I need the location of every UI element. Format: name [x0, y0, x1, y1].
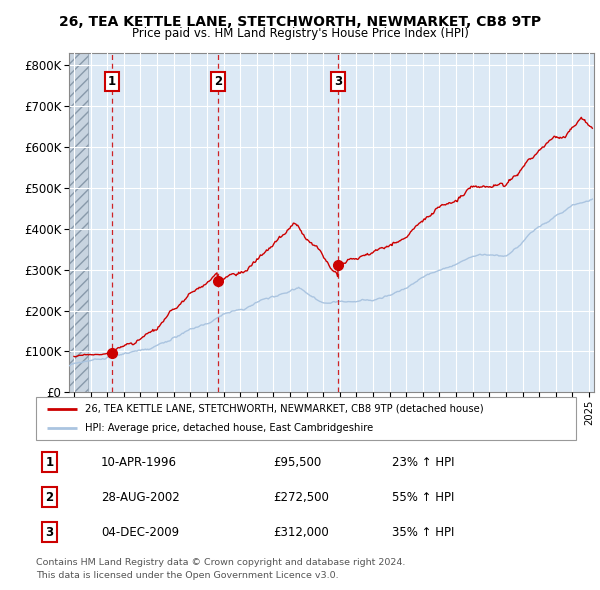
Text: £95,500: £95,500	[274, 455, 322, 468]
Text: £312,000: £312,000	[274, 526, 329, 539]
Text: 26, TEA KETTLE LANE, STETCHWORTH, NEWMARKET, CB8 9TP (detached house): 26, TEA KETTLE LANE, STETCHWORTH, NEWMAR…	[85, 404, 483, 414]
Text: HPI: Average price, detached house, East Cambridgeshire: HPI: Average price, detached house, East…	[85, 423, 373, 433]
Text: 3: 3	[334, 75, 343, 88]
Text: 35% ↑ HPI: 35% ↑ HPI	[392, 526, 455, 539]
Text: 28-AUG-2002: 28-AUG-2002	[101, 490, 179, 504]
Text: 1: 1	[46, 455, 53, 468]
Bar	[69, 53, 88, 392]
FancyBboxPatch shape	[36, 397, 576, 440]
Text: 1: 1	[108, 75, 116, 88]
Text: 2: 2	[214, 75, 222, 88]
Text: 2: 2	[46, 490, 53, 504]
Text: Price paid vs. HM Land Registry's House Price Index (HPI): Price paid vs. HM Land Registry's House …	[131, 27, 469, 40]
Text: Contains HM Land Registry data © Crown copyright and database right 2024.: Contains HM Land Registry data © Crown c…	[36, 558, 406, 566]
Text: 10-APR-1996: 10-APR-1996	[101, 455, 177, 468]
Text: 55% ↑ HPI: 55% ↑ HPI	[392, 490, 455, 504]
Bar	[69, 53, 88, 392]
Text: 26, TEA KETTLE LANE, STETCHWORTH, NEWMARKET, CB8 9TP: 26, TEA KETTLE LANE, STETCHWORTH, NEWMAR…	[59, 15, 541, 29]
Text: 04-DEC-2009: 04-DEC-2009	[101, 526, 179, 539]
Text: 23% ↑ HPI: 23% ↑ HPI	[392, 455, 455, 468]
Text: £272,500: £272,500	[274, 490, 329, 504]
Text: This data is licensed under the Open Government Licence v3.0.: This data is licensed under the Open Gov…	[36, 571, 338, 579]
Text: 3: 3	[46, 526, 53, 539]
